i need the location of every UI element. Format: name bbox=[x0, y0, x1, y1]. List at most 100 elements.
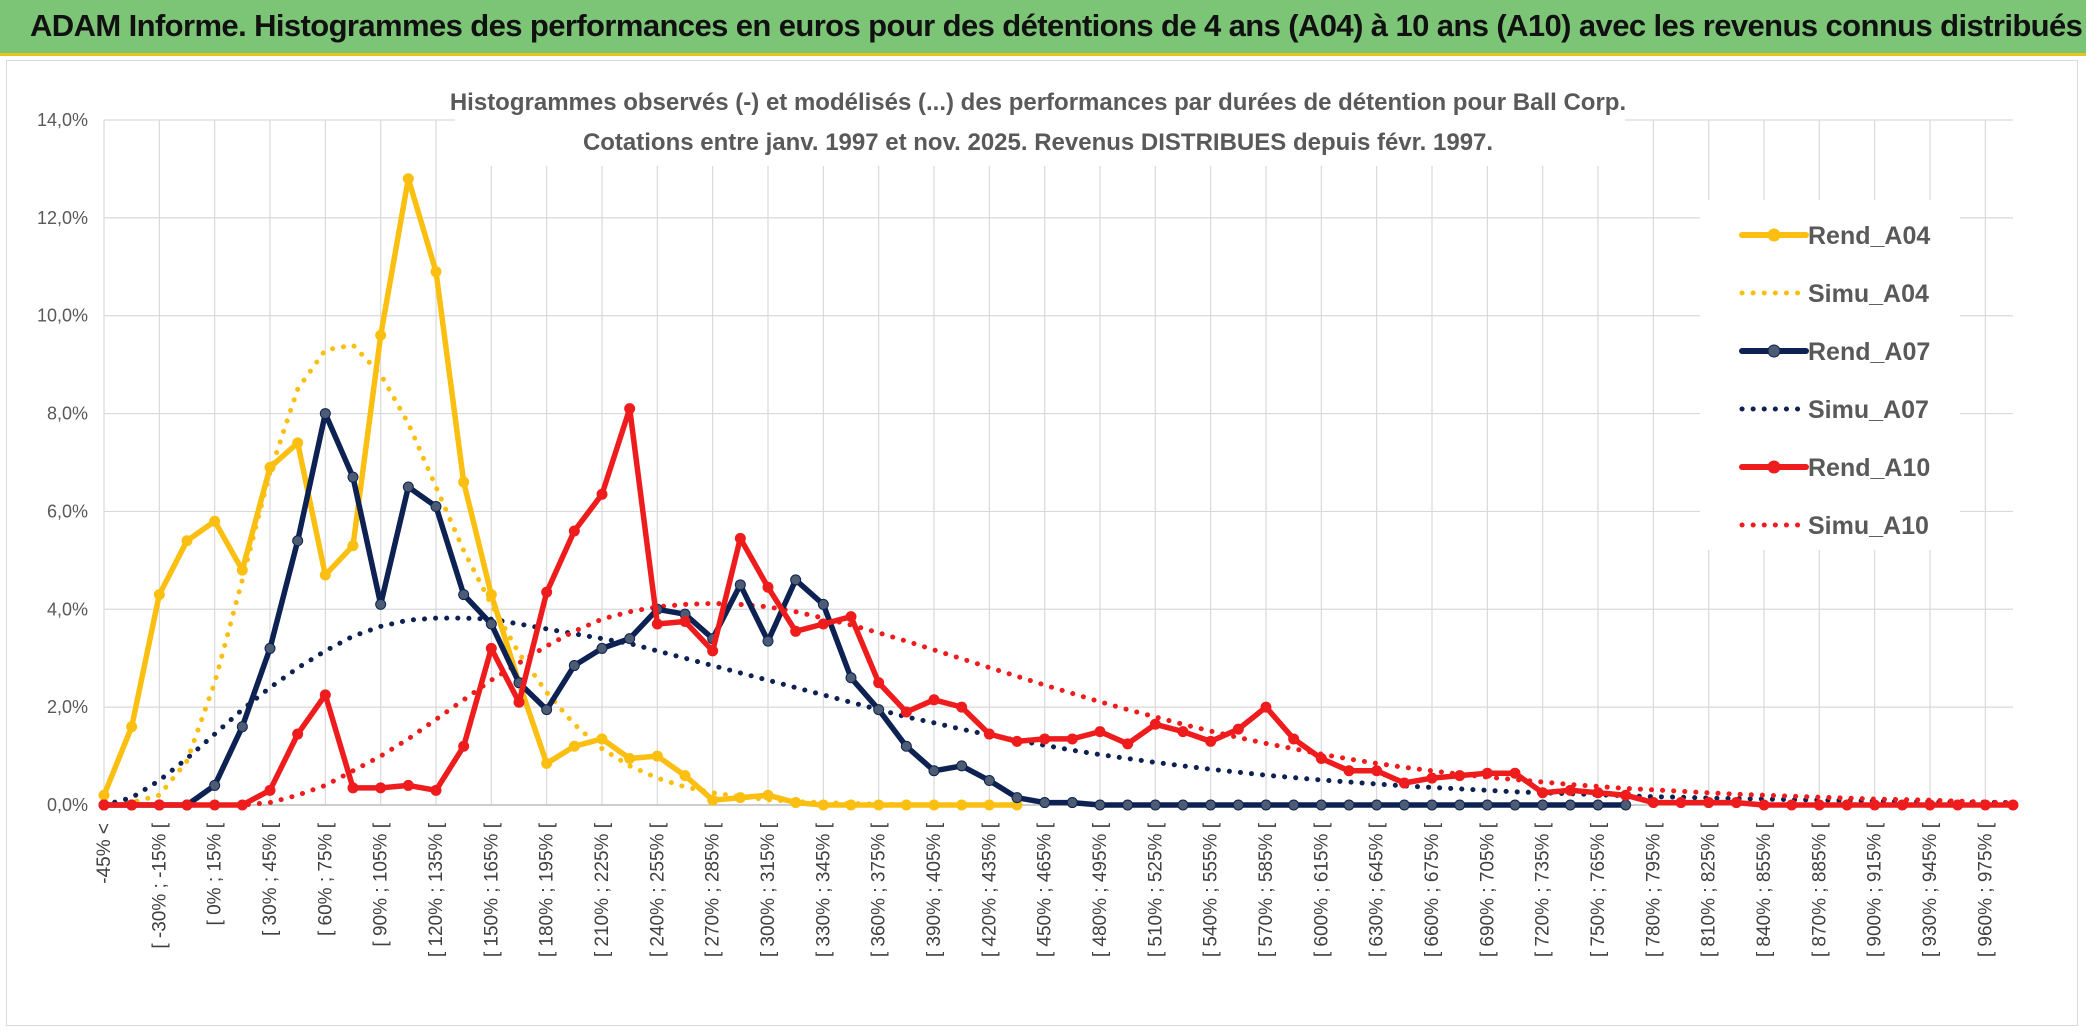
data-point bbox=[790, 797, 802, 809]
x-tick-label: [ 450% ; 465% [ bbox=[1035, 822, 1056, 957]
data-point bbox=[1177, 799, 1189, 811]
data-point bbox=[983, 799, 995, 811]
x-tick-label: [ 540% ; 555% [ bbox=[1201, 822, 1222, 957]
series bbox=[98, 173, 2019, 811]
data-point bbox=[956, 760, 968, 772]
x-tick-label: [ -30% ; -15% [ bbox=[149, 822, 170, 948]
x-tick-label: [ 420% ; 435% [ bbox=[979, 822, 1000, 957]
data-point bbox=[817, 598, 829, 610]
data-point bbox=[568, 525, 580, 537]
data-point bbox=[153, 799, 165, 811]
data-point bbox=[1564, 799, 1576, 811]
data-point bbox=[624, 633, 636, 645]
data-point bbox=[236, 721, 248, 733]
series-line-simu-a07 bbox=[101, 615, 2016, 808]
legend-label: Simu_A04 bbox=[1808, 280, 1929, 308]
data-point bbox=[1398, 777, 1410, 789]
data-point bbox=[347, 782, 359, 794]
data-point bbox=[292, 437, 304, 449]
series-line-rend-a10 bbox=[101, 405, 2016, 808]
data-point bbox=[1288, 733, 1300, 745]
data-point bbox=[596, 642, 608, 654]
data-point bbox=[1620, 799, 1632, 811]
data-point bbox=[375, 329, 387, 341]
x-tick-label: [ 690% ; 705% [ bbox=[1477, 822, 1498, 957]
data-point bbox=[624, 753, 636, 765]
data-point bbox=[624, 403, 636, 415]
data-point bbox=[900, 706, 912, 718]
y-tick-label: 14,0% bbox=[37, 110, 88, 130]
data-point bbox=[375, 598, 387, 610]
data-point bbox=[1232, 799, 1244, 811]
data-point bbox=[2007, 799, 2019, 811]
data-point bbox=[264, 461, 276, 473]
data-point bbox=[1481, 767, 1493, 779]
data-point bbox=[928, 694, 940, 706]
x-tick-label: [ 810% ; 825% [ bbox=[1699, 822, 1720, 957]
data-point bbox=[1205, 799, 1217, 811]
y-tick-label: 4,0% bbox=[47, 599, 88, 619]
data-point bbox=[1537, 787, 1549, 799]
data-point bbox=[790, 574, 802, 586]
data-point bbox=[1592, 787, 1604, 799]
data-point bbox=[1260, 799, 1272, 811]
data-point bbox=[762, 635, 774, 647]
data-point bbox=[1398, 799, 1410, 811]
data-point bbox=[1149, 799, 1161, 811]
x-tick-label: [ 390% ; 405% [ bbox=[924, 822, 945, 957]
x-tick-label: [ 0% ; 15% [ bbox=[205, 822, 226, 925]
data-point bbox=[236, 799, 248, 811]
data-point bbox=[873, 677, 885, 689]
chart-frame bbox=[6, 60, 2078, 1026]
data-point bbox=[1537, 799, 1549, 811]
x-tick-label: [ 300% ; 315% [ bbox=[758, 822, 779, 957]
data-point bbox=[1896, 799, 1908, 811]
legend-label: Simu_A07 bbox=[1808, 396, 1929, 424]
data-point bbox=[845, 611, 857, 623]
y-tick-label: 2,0% bbox=[47, 697, 88, 717]
x-tick-label: [ 30% ; 45% [ bbox=[260, 822, 281, 936]
data-point bbox=[817, 799, 829, 811]
y-tick-label: 10,0% bbox=[37, 306, 88, 326]
chart-subtitle: Cotations entre janv. 1997 et nov. 2025.… bbox=[583, 129, 1493, 156]
data-point bbox=[402, 779, 414, 791]
data-point bbox=[900, 740, 912, 752]
y-tick-label: 0,0% bbox=[47, 795, 88, 815]
data-point bbox=[817, 618, 829, 630]
data-point bbox=[983, 775, 995, 787]
data-point bbox=[1066, 797, 1078, 809]
data-point bbox=[236, 564, 248, 576]
data-point bbox=[1371, 765, 1383, 777]
data-point bbox=[1481, 799, 1493, 811]
data-point bbox=[1122, 799, 1134, 811]
data-point bbox=[873, 704, 885, 716]
data-point bbox=[430, 501, 442, 513]
x-tick-label: [ 360% ; 375% [ bbox=[869, 822, 890, 957]
x-tick-label: [ 750% ; 765% [ bbox=[1588, 822, 1609, 957]
data-point bbox=[485, 589, 497, 601]
x-tick-label: [ 480% ; 495% [ bbox=[1090, 822, 1111, 957]
chart-title: Histogrammes observés (-) et modélisés (… bbox=[450, 89, 1626, 116]
data-point bbox=[651, 618, 663, 630]
data-point bbox=[707, 794, 719, 806]
y-tick-label: 6,0% bbox=[47, 501, 88, 521]
data-point bbox=[596, 488, 608, 500]
data-point bbox=[1039, 733, 1051, 745]
x-tick-label: [ 780% ; 795% [ bbox=[1643, 822, 1664, 957]
data-point bbox=[430, 266, 442, 278]
legend-marker bbox=[1767, 228, 1781, 242]
data-point bbox=[1786, 799, 1798, 811]
data-point bbox=[1813, 799, 1825, 811]
data-point bbox=[845, 799, 857, 811]
data-point bbox=[485, 618, 497, 630]
data-point bbox=[983, 728, 995, 740]
data-point bbox=[513, 696, 525, 708]
data-point bbox=[1454, 770, 1466, 782]
data-point bbox=[98, 789, 110, 801]
data-point bbox=[679, 770, 691, 782]
data-point bbox=[375, 782, 387, 794]
data-point bbox=[126, 721, 138, 733]
y-tick-label: 12,0% bbox=[37, 208, 88, 228]
data-point bbox=[1592, 799, 1604, 811]
series-line-simu-a04 bbox=[101, 342, 909, 808]
